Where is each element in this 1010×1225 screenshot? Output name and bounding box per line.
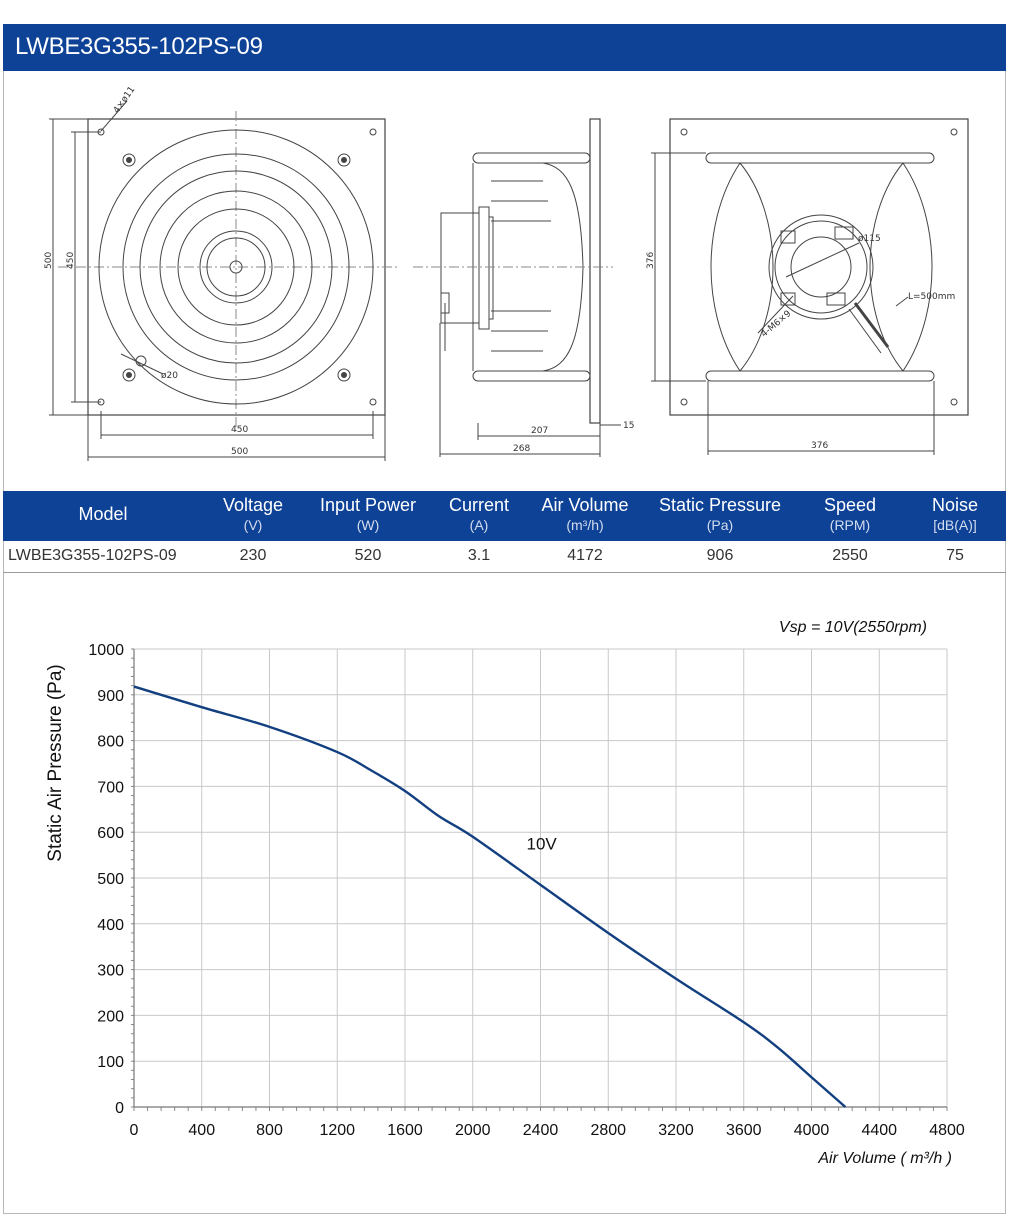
cell-air-volume: 4172 — [567, 547, 603, 564]
side-view — [413, 118, 621, 457]
header-input-power: Input Power (W) — [319, 495, 417, 533]
drawings-svg: 450 500 500 450 4×ø11 ø20 207 268 15 376… — [44, 85, 969, 461]
title-bar: LWBE3G355-102PS-09 — [3, 24, 1006, 71]
y-tick-label: 400 — [97, 917, 124, 934]
x-tick-label: 2400 — [523, 1122, 559, 1139]
x-tick-label: 2800 — [590, 1122, 626, 1139]
header-air-volume: Air Volume (m³/h) — [541, 495, 629, 533]
performance-chart: 0 100 200 300 400 500 600 700 800 900 1000 0 400 800 1… — [0, 580, 1010, 1185]
x-tick-label: 1600 — [387, 1122, 423, 1139]
header-static-pressure: Static Pressure (Pa) — [658, 495, 782, 533]
dim-front-height-450-text: 450 — [66, 252, 76, 269]
page-frame — [3, 24, 1006, 1214]
product-title: LWBE3G355-102PS-09 — [15, 33, 263, 60]
header-model: Model — [78, 504, 128, 524]
y-axis-label: Static Air Pressure (Pa) — [45, 664, 66, 861]
cable-note-text: L=500mm — [908, 292, 955, 302]
cell-voltage: 230 — [239, 547, 267, 564]
hole-note-text: 4×ø11 — [112, 85, 138, 116]
axes: 0 100 200 300 400 500 600 700 800 900 1000 0 400 800 1… — [88, 642, 964, 1139]
x-tick-label: 800 — [256, 1122, 283, 1139]
labels: Vsp = 10V(2550rpm) Air Volume ( m³/h ) S… — [45, 619, 952, 1167]
x-axis-label: Air Volume ( m³/h ) — [817, 1150, 952, 1167]
x-tick-label: 2000 — [455, 1122, 491, 1139]
x-tick-label: 1200 — [319, 1122, 355, 1139]
x-tick-label: 400 — [188, 1122, 215, 1139]
x-tick-label: 3200 — [658, 1122, 694, 1139]
y-tick-label: 300 — [97, 963, 124, 980]
dim-side-15-text: 15 — [623, 421, 634, 431]
y-tick-label: 100 — [97, 1054, 124, 1071]
chart-annotation: Vsp = 10V(2550rpm) — [779, 619, 927, 636]
cell-current: 3.1 — [467, 547, 491, 564]
y-tick-label: 500 — [97, 871, 124, 888]
header-speed: Speed (RPM) — [823, 495, 877, 533]
y-tick-label: 900 — [97, 688, 124, 705]
y-tick-label: 700 — [97, 779, 124, 796]
y-tick-label: 0 — [115, 1100, 124, 1117]
x-tick-label: 4400 — [861, 1122, 897, 1139]
series — [133, 685, 847, 1108]
y-tick-label: 600 — [97, 825, 124, 842]
header-current: Current (A) — [448, 495, 510, 533]
dim-rear-376-vertical-text: 376 — [646, 252, 656, 269]
dim-side-268-text: 268 — [513, 444, 530, 454]
technical-drawings: 450 500 500 450 4×ø11 ø20 207 268 15 376… — [3, 71, 1006, 491]
spec-table-header: Model Voltage (V) Input Power (W) Current(… — [3, 491, 1006, 541]
x-tick-label: 4000 — [794, 1122, 830, 1139]
bore-note-text: ø20 — [161, 371, 178, 381]
header-voltage: Voltage (V) — [222, 495, 284, 533]
cell-static-pressure: 906 — [706, 547, 734, 564]
spec-table-row: LWBE3G355-102PS-09 230 520 3.1 4172 906 … — [3, 541, 1006, 573]
series-line-10v — [133, 685, 847, 1108]
rear-view — [651, 118, 969, 455]
dim-front-500-text: 500 — [231, 447, 248, 457]
y-tick-label: 800 — [97, 734, 124, 751]
dim-rear-376-horizontal-text: 376 — [811, 441, 828, 451]
x-tick-label: 0 — [130, 1122, 139, 1139]
x-tick-label: 4800 — [929, 1122, 965, 1139]
y-tick-label: 1000 — [88, 642, 124, 659]
y-tick-label: 200 — [97, 1008, 124, 1025]
front-view — [49, 100, 398, 461]
chart-svg: 0 100 200 300 400 500 600 700 800 900 1000 0 400 800 1… — [45, 619, 965, 1167]
rear-diameter-note-text: ø115 — [858, 234, 881, 244]
series-label-10v: 10V — [527, 835, 558, 854]
dim-front-height-500-text: 500 — [44, 252, 54, 269]
cell-input-power: 520 — [354, 547, 382, 564]
cell-noise: 75 — [946, 547, 964, 564]
x-tick-label: 3600 — [726, 1122, 762, 1139]
cell-speed: 2550 — [832, 547, 868, 564]
dim-front-450-text: 450 — [231, 425, 248, 435]
dim-side-207-text: 207 — [531, 426, 548, 436]
grid — [133, 648, 948, 1108]
header-noise: Noise [dB(A)] — [931, 495, 979, 533]
cell-model: LWBE3G355-102PS-09 — [8, 547, 177, 564]
